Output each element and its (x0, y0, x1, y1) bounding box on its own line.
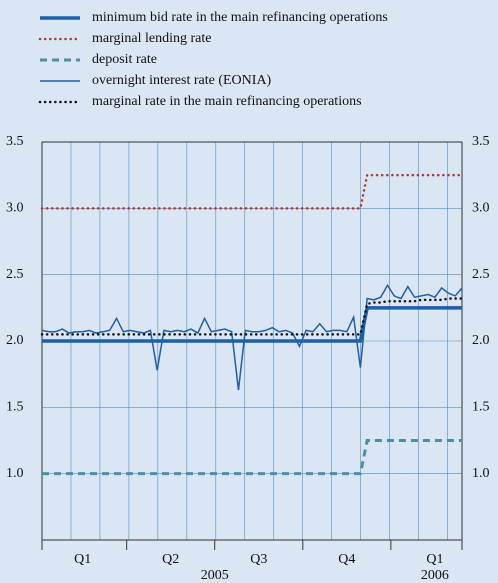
y-tick-label-right: 3.5 (472, 134, 490, 149)
y-tick-label: 2.5 (6, 267, 24, 282)
x-tick-label: Q1 (74, 552, 91, 567)
x-tick-label: Q3 (250, 552, 267, 567)
y-tick-label-right: 3.0 (472, 201, 490, 216)
legend-label: minimum bid rate in the main refinancing… (92, 10, 388, 25)
legend-label: overnight interest rate (EONIA) (92, 73, 272, 88)
legend-label: marginal lending rate (92, 31, 211, 46)
year-label: 2005 (201, 568, 229, 583)
y-tick-label: 3.5 (6, 134, 24, 149)
y-tick-label: 3.0 (6, 201, 24, 216)
x-tick-label: Q2 (162, 552, 179, 567)
y-tick-label-right: 2.0 (472, 333, 490, 348)
y-tick-label-right: 1.0 (472, 466, 490, 481)
y-tick-label: 1.5 (6, 400, 24, 415)
x-tick-label: Q1 (426, 552, 443, 567)
series-line (40, 297, 464, 336)
legend-label: marginal rate in the main refinancing op… (92, 94, 362, 109)
y-tick-label: 1.0 (6, 466, 24, 481)
series-line (42, 439, 462, 476)
y-tick-label-right: 1.5 (472, 400, 490, 415)
series-line (40, 173, 464, 210)
year-label: 2006 (421, 568, 449, 583)
y-tick-label-right: 2.5 (472, 267, 490, 282)
x-tick-label: Q4 (338, 552, 355, 567)
series-line (41, 283, 463, 391)
series-line (42, 306, 462, 343)
legend-label: deposit rate (92, 52, 157, 67)
y-tick-label: 2.0 (6, 333, 24, 348)
